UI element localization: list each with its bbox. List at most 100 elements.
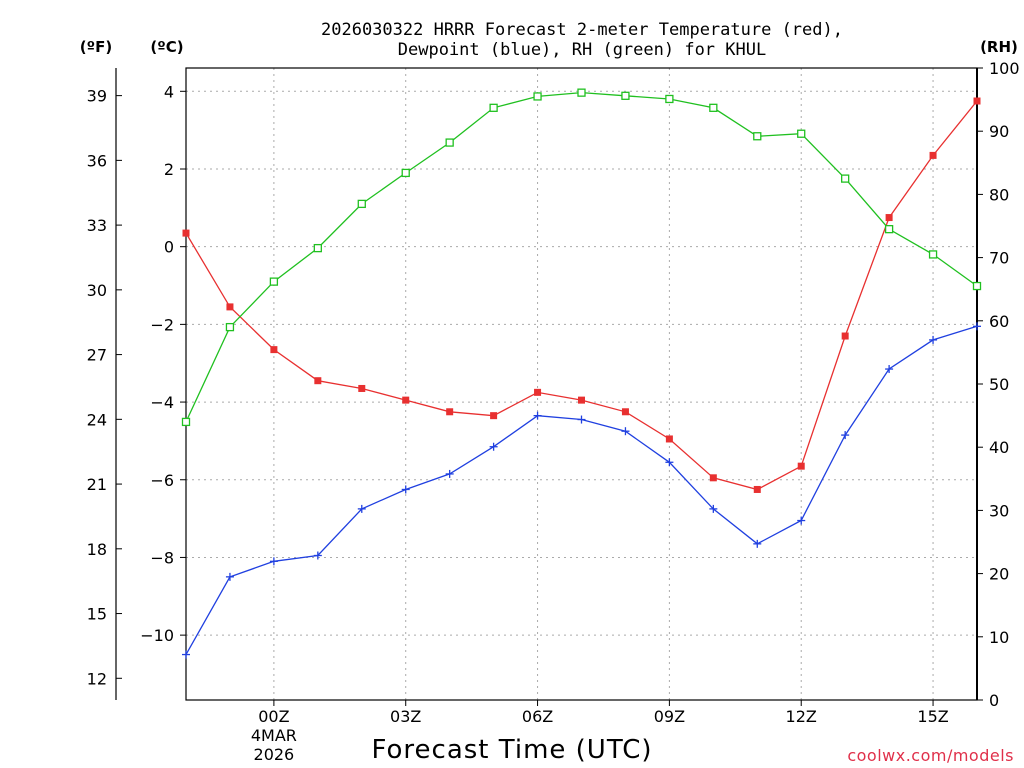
dewpoint-point xyxy=(225,572,234,581)
rh-point xyxy=(181,417,191,427)
dewpoint-point xyxy=(753,539,762,548)
fahrenheit-tick-label: 24 xyxy=(87,410,107,429)
dewpoint-point xyxy=(445,469,454,478)
celsius-tick-label: 0 xyxy=(164,238,174,257)
dewpoint-point xyxy=(885,365,894,374)
rh-line xyxy=(185,91,978,423)
temperature-point xyxy=(621,408,629,416)
rh-point xyxy=(533,92,542,101)
axes xyxy=(115,67,983,706)
rh-point xyxy=(972,281,982,291)
temperature-point xyxy=(797,462,805,470)
celsius-tick-label: 4 xyxy=(164,82,174,101)
dewpoint-point xyxy=(357,504,366,513)
rh-unit-label: (RH) xyxy=(980,38,1018,56)
dewpoint-point xyxy=(533,411,542,420)
rh-tick-label: 100 xyxy=(989,59,1020,78)
rh-point xyxy=(357,199,366,209)
temperature-point xyxy=(358,384,366,392)
x-tick-label: 09Z xyxy=(654,707,685,726)
temperature-point xyxy=(182,229,190,237)
temperature-line xyxy=(185,100,978,491)
fahrenheit-tick-label: 33 xyxy=(87,216,107,235)
x-tick-label: 12Z xyxy=(786,707,817,726)
celsius-tick-label: −4 xyxy=(150,393,174,412)
rh-tick-label: 40 xyxy=(989,438,1009,457)
rh-point xyxy=(665,94,674,104)
fahrenheit-tick-label: 27 xyxy=(87,346,107,365)
rh-point xyxy=(797,129,806,138)
rh-point xyxy=(225,322,235,332)
rh-point xyxy=(489,103,498,112)
temperature-point xyxy=(885,214,893,222)
temperature-point xyxy=(490,412,498,420)
temperature-point xyxy=(665,435,673,443)
celsius-tick-label: −8 xyxy=(150,548,174,567)
fahrenheit-tick-label: 30 xyxy=(87,281,107,300)
dewpoint-point xyxy=(401,485,410,494)
date-label-line: 2026 xyxy=(254,745,295,764)
dewpoint-point xyxy=(489,442,498,451)
dewpoint-point xyxy=(269,557,278,566)
temperature-point xyxy=(402,396,410,404)
celsius-unit-label: (ºC) xyxy=(150,38,183,56)
celsius-tick-label: −2 xyxy=(150,315,174,334)
rh-tick-label: 30 xyxy=(989,501,1009,520)
fahrenheit-tick-label: 15 xyxy=(87,605,107,624)
tick-labels: 420−2−4−6−8−1039363330272421181512100908… xyxy=(87,59,1020,764)
credit-text: coolwx.com/models xyxy=(847,746,1014,765)
celsius-tick-label: −6 xyxy=(150,471,174,490)
rh-point xyxy=(841,174,850,183)
x-tick-label: 03Z xyxy=(390,707,421,726)
chart-title-line-2: Dewpoint (blue), RH (green) for KHUL xyxy=(398,40,766,60)
dewpoint-point xyxy=(709,504,718,513)
celsius-tick-label: −10 xyxy=(140,626,174,645)
rh-tick-label: 0 xyxy=(989,691,999,710)
temperature-point xyxy=(270,346,278,354)
dewpoint-point xyxy=(665,458,674,467)
temperature-point xyxy=(753,485,761,493)
fahrenheit-tick-label: 21 xyxy=(87,475,107,494)
rh-tick-label: 20 xyxy=(989,565,1009,584)
chart-title-line-1: 2026030322 HRRR Forecast 2-meter Tempera… xyxy=(321,20,843,40)
grid-lines xyxy=(186,68,977,700)
temperature-point xyxy=(709,474,717,482)
dewpoint-point xyxy=(182,650,190,659)
rh-point xyxy=(401,168,410,178)
temperature-point xyxy=(314,377,322,385)
x-tick-label: 06Z xyxy=(522,707,553,726)
dewpoint-point xyxy=(841,431,850,440)
temperature-point xyxy=(534,388,542,396)
fahrenheit-unit-label: (ºF) xyxy=(80,38,112,56)
rh-point xyxy=(445,138,454,147)
rh-tick-label: 90 xyxy=(989,122,1009,141)
temperature-point xyxy=(929,151,937,159)
x-axis-label: Forecast Time (UTC) xyxy=(371,735,652,765)
rh-point xyxy=(577,88,586,97)
rh-tick-label: 60 xyxy=(989,312,1009,331)
temperature-point xyxy=(226,303,234,311)
date-label-line: 4MAR xyxy=(251,726,297,745)
plot-frame xyxy=(185,67,978,701)
data-series xyxy=(181,88,982,659)
x-tick-label: 15Z xyxy=(917,707,948,726)
dewpoint-point xyxy=(577,415,586,424)
rh-point xyxy=(269,277,279,286)
dewpoint-point xyxy=(973,322,981,331)
dewpoint-point xyxy=(929,335,938,344)
celsius-tick-label: 2 xyxy=(164,160,174,179)
rh-point xyxy=(313,243,322,253)
fahrenheit-tick-label: 39 xyxy=(87,87,107,106)
temperature-point xyxy=(578,396,585,404)
temperature-point xyxy=(446,408,454,416)
fahrenheit-tick-label: 36 xyxy=(87,151,107,170)
fahrenheit-tick-label: 12 xyxy=(87,669,107,688)
rh-point xyxy=(709,103,718,112)
rh-point xyxy=(928,250,938,259)
temperature-point xyxy=(973,97,981,105)
dewpoint-line xyxy=(185,325,978,655)
rh-tick-label: 80 xyxy=(989,185,1009,204)
rh-point xyxy=(884,225,894,234)
x-tick-label: 00Z xyxy=(258,707,289,726)
